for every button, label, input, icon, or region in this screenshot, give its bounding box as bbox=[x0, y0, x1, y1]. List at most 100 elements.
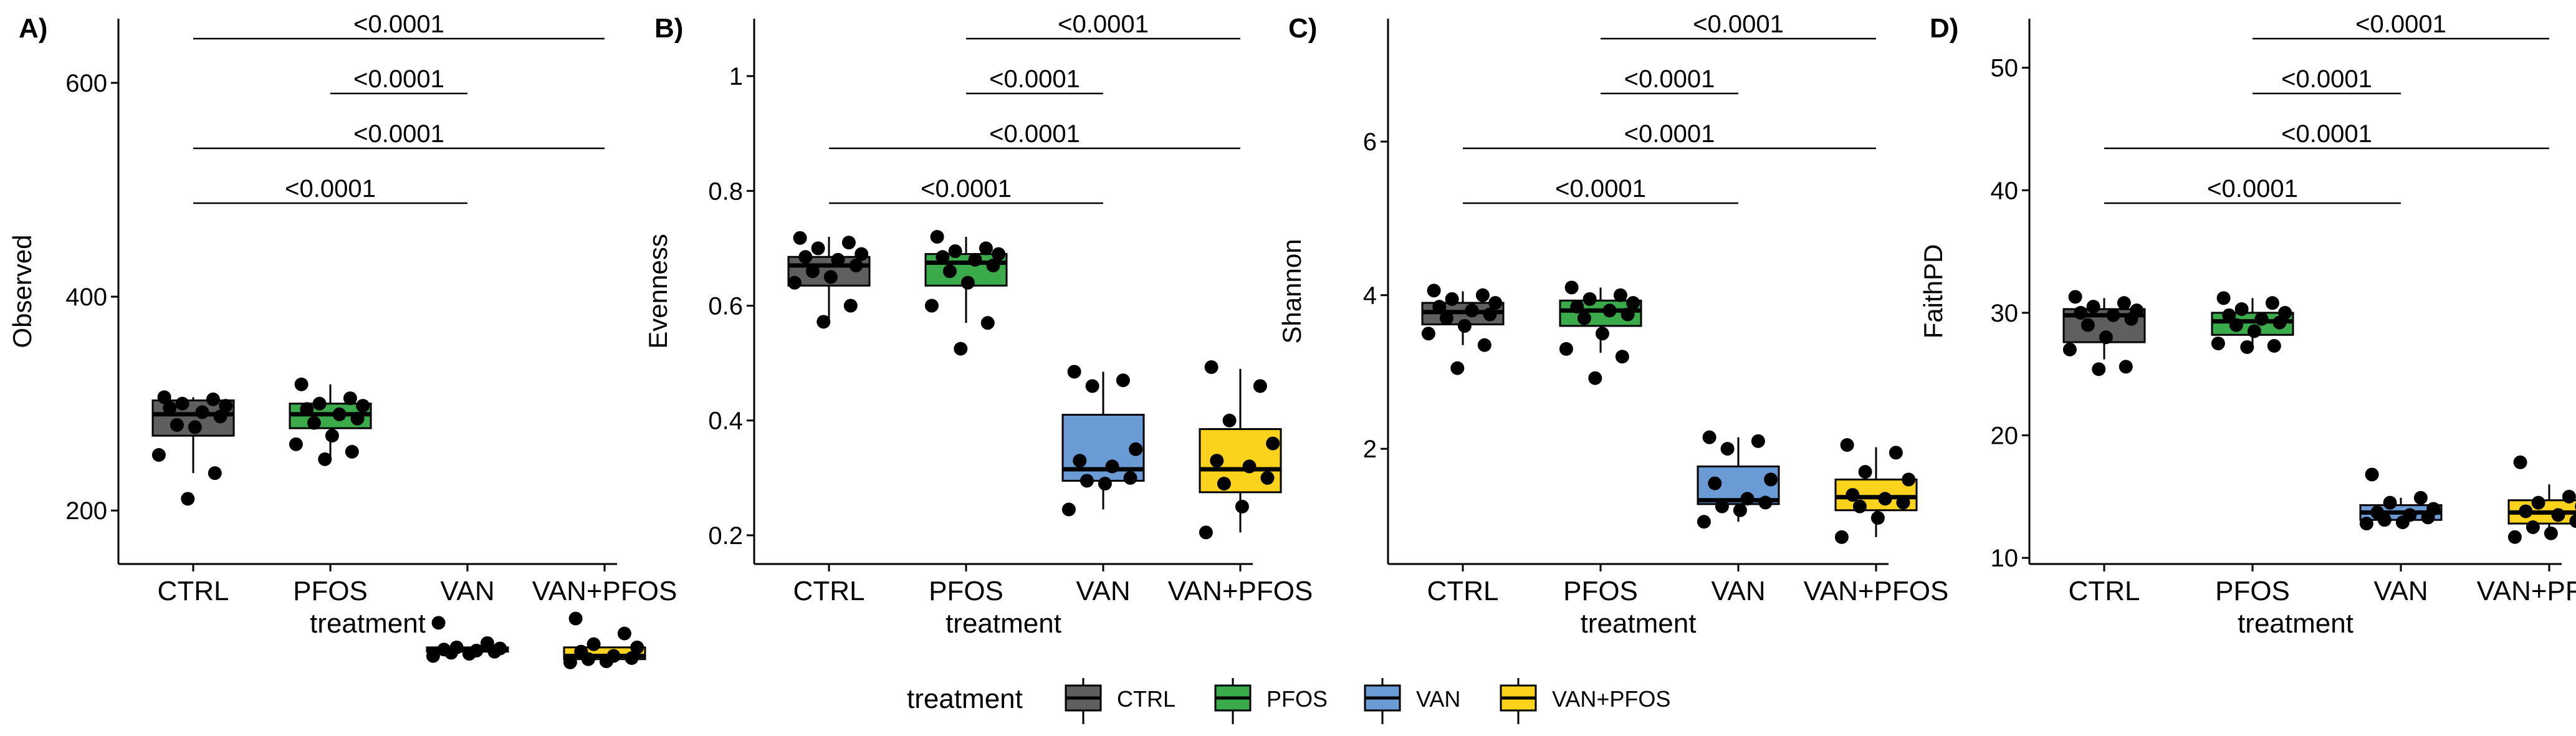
p-value-label: <0.0001 bbox=[1624, 65, 1715, 93]
data-point bbox=[581, 652, 595, 666]
data-point bbox=[2086, 300, 2100, 314]
box-van: VAN bbox=[1061, 365, 1145, 606]
data-point bbox=[1266, 436, 1280, 451]
x-tick-label: VAN+PFOS bbox=[1804, 576, 1949, 606]
data-point bbox=[2272, 315, 2287, 330]
p-value-label: <0.0001 bbox=[2355, 11, 2446, 38]
x-axis-title: treatment bbox=[2238, 608, 2353, 639]
data-point bbox=[831, 252, 845, 267]
data-point bbox=[2267, 339, 2281, 353]
data-point bbox=[1615, 350, 1629, 364]
data-point bbox=[2119, 360, 2133, 374]
data-point bbox=[2254, 312, 2269, 326]
data-point bbox=[968, 252, 982, 267]
data-point bbox=[462, 647, 476, 661]
y-tick-label: 0.6 bbox=[708, 293, 743, 320]
data-point bbox=[1457, 318, 1472, 333]
data-point bbox=[1834, 530, 1849, 544]
y-tick-label: 4 bbox=[1363, 282, 1377, 310]
y-tick-label: 1 bbox=[729, 63, 743, 90]
data-point bbox=[1621, 307, 1635, 322]
data-point bbox=[2222, 308, 2236, 322]
data-point bbox=[213, 409, 227, 424]
data-point bbox=[1483, 307, 1497, 322]
legend-item: PFOS bbox=[1214, 678, 1328, 724]
data-point bbox=[2507, 530, 2522, 544]
data-point bbox=[181, 492, 195, 506]
legend-label: VAN+PFOS bbox=[1552, 686, 1670, 712]
data-point bbox=[1582, 292, 1597, 306]
data-point bbox=[1559, 342, 1573, 356]
data-point bbox=[1577, 311, 1591, 325]
data-point bbox=[2421, 510, 2435, 525]
data-point bbox=[2211, 337, 2225, 351]
comparison-bracket: <0.0001 bbox=[1601, 11, 1876, 40]
data-point bbox=[1105, 459, 1119, 474]
data-point bbox=[1846, 488, 1860, 502]
data-point bbox=[1217, 477, 1231, 491]
box-van-pfos: VAN+PFOS bbox=[1804, 437, 1949, 606]
data-point bbox=[1116, 373, 1130, 388]
data-point bbox=[1222, 413, 1237, 428]
data-point bbox=[2216, 291, 2231, 305]
p-value-label: <0.0001 bbox=[989, 120, 1080, 148]
data-point bbox=[157, 390, 171, 404]
data-point bbox=[312, 396, 327, 411]
data-point bbox=[924, 299, 939, 313]
data-point bbox=[979, 241, 993, 256]
data-point bbox=[2124, 312, 2138, 326]
box-pfos: PFOS bbox=[289, 377, 372, 606]
data-point bbox=[1080, 474, 1094, 488]
data-point bbox=[1878, 492, 1892, 506]
box-van-pfos: VAN+PFOS bbox=[2477, 455, 2576, 606]
data-point bbox=[1098, 477, 1112, 491]
data-point bbox=[1199, 525, 1213, 540]
comparison-bracket: <0.0001 bbox=[966, 65, 1103, 95]
data-point bbox=[1085, 379, 1099, 393]
y-axis-title: FaithPD bbox=[1918, 244, 1948, 339]
legend-title: treatment bbox=[907, 684, 1023, 714]
data-point bbox=[1764, 472, 1778, 487]
data-point bbox=[617, 626, 631, 641]
data-point bbox=[300, 402, 314, 416]
comparison-bracket: <0.0001 bbox=[2104, 120, 2549, 150]
data-point bbox=[2365, 467, 2379, 482]
data-point bbox=[960, 275, 975, 290]
data-point bbox=[332, 407, 347, 421]
data-point bbox=[2395, 515, 2410, 530]
x-tick-label: PFOS bbox=[2215, 576, 2290, 606]
data-point bbox=[307, 416, 321, 430]
data-point bbox=[1720, 442, 1735, 456]
data-point bbox=[986, 259, 1000, 273]
legend-item: VAN bbox=[1364, 678, 1460, 724]
x-tick-label: VAN+PFOS bbox=[532, 576, 678, 606]
data-point bbox=[816, 315, 831, 329]
panel-4: D) 10 20 30 40 50 FaithPD treatment CTRL PFOS VAN V… bbox=[1918, 11, 2576, 639]
data-point bbox=[1432, 300, 1447, 314]
data-point bbox=[1123, 471, 1137, 485]
box-van-pfos: VAN+PFOS bbox=[1168, 360, 1313, 606]
data-point bbox=[1840, 437, 1854, 452]
legend-item: VAN+PFOS bbox=[1500, 678, 1670, 724]
data-point bbox=[294, 377, 309, 391]
panel-1: A) 200 400 600 Observed treatment CTRL PFOS VAN V… bbox=[7, 11, 677, 669]
comparison-bracket: <0.0001 bbox=[193, 175, 467, 204]
legend: treatment CTRL PFOS VAN VAN+PFOS bbox=[907, 678, 1670, 724]
data-point bbox=[1740, 492, 1755, 506]
data-point bbox=[175, 396, 189, 411]
data-point bbox=[992, 247, 1006, 261]
y-tick-label: 2 bbox=[1363, 436, 1377, 463]
x-tick-label: CTRL bbox=[158, 576, 229, 606]
box-pfos: PFOS bbox=[1559, 280, 1642, 606]
data-point bbox=[849, 259, 863, 273]
y-axis-title: Observed bbox=[7, 234, 37, 348]
data-point bbox=[2359, 517, 2373, 531]
x-axis-title: treatment bbox=[946, 608, 1061, 639]
data-point bbox=[1715, 499, 1729, 514]
legend-item: CTRL bbox=[1065, 678, 1175, 724]
data-point bbox=[2099, 330, 2113, 345]
comparison-bracket: <0.0001 bbox=[193, 120, 605, 150]
data-point bbox=[2062, 342, 2077, 356]
y-tick-label: 10 bbox=[1991, 545, 2019, 572]
comparison-bracket: <0.0001 bbox=[2253, 11, 2549, 40]
